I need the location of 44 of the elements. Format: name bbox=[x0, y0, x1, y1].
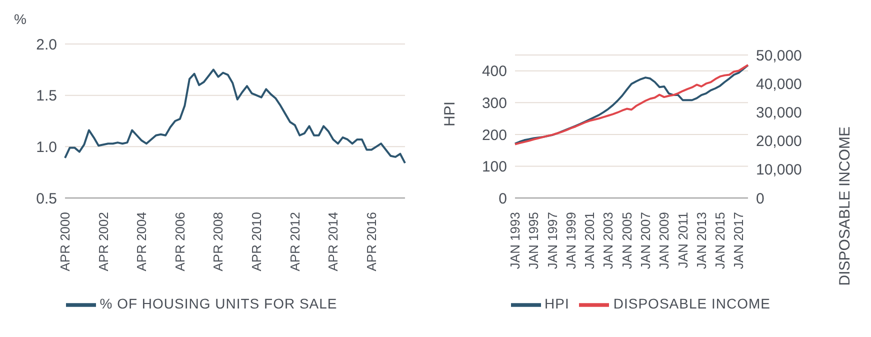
legend-label: DISPOSABLE INCOME bbox=[613, 296, 770, 312]
y-tick-label: 400 bbox=[482, 63, 507, 80]
y2-tick-label: 10,000 bbox=[756, 162, 802, 179]
y-tick-label: 1.0 bbox=[36, 138, 57, 156]
line-series bbox=[64, 68, 406, 164]
y-tick-label: 0 bbox=[498, 190, 507, 208]
x-tick-label: APR 2016 bbox=[364, 212, 379, 272]
y2-tick-label: 30,000 bbox=[756, 104, 802, 122]
x-tick-label: JAN 2011 bbox=[675, 212, 690, 268]
y-tick-label: 0.5 bbox=[36, 190, 57, 208]
y2-axis-title: DISPOSABLE INCOME bbox=[836, 126, 854, 286]
y2-tick-label: 20,000 bbox=[756, 133, 802, 150]
x-tick-label: JAN 2003 bbox=[600, 212, 616, 270]
y-axis-title: % bbox=[14, 10, 26, 27]
x-tick-label: APR 2014 bbox=[326, 212, 341, 272]
x-tick-label: APR 2010 bbox=[249, 212, 264, 272]
x-tick-label: JAN 2017 bbox=[731, 212, 746, 270]
x-tick-label: JAN 1995 bbox=[526, 212, 542, 270]
x-tick-label: JAN 2005 bbox=[619, 212, 634, 270]
y2-tick-label: 0 bbox=[756, 190, 764, 208]
x-tick-label: JAN 1999 bbox=[563, 212, 578, 270]
legend-label: HPI bbox=[544, 296, 570, 312]
x-tick-label: JAN 2013 bbox=[694, 212, 709, 270]
y2-tick-label: 50,000 bbox=[756, 47, 802, 64]
x-tick-label: APR 2008 bbox=[210, 212, 226, 272]
y-tick-label: 2.0 bbox=[36, 36, 57, 54]
x-tick-label: APR 2012 bbox=[287, 212, 302, 272]
x-tick-label: APR 2004 bbox=[134, 212, 150, 272]
x-tick-label: JAN 2001 bbox=[582, 212, 598, 270]
legend-label: % OF HOUSING UNITS FOR SALE bbox=[100, 296, 338, 312]
y-tick-label: 100 bbox=[482, 158, 507, 176]
x-tick-label: APR 2000 bbox=[58, 212, 72, 272]
y-tick-label: 1.5 bbox=[36, 88, 57, 105]
y-axis-title: HPI bbox=[441, 101, 458, 126]
y-tick-label: 200 bbox=[482, 126, 507, 144]
x-tick-label: JAN 2009 bbox=[656, 212, 672, 270]
x-tick-label: JAN 2007 bbox=[638, 212, 653, 270]
x-tick-label: APR 2006 bbox=[172, 212, 188, 272]
x-tick-label: JAN 1993 bbox=[508, 212, 522, 270]
x-tick-label: JAN 1997 bbox=[544, 212, 560, 270]
y-tick-label: 300 bbox=[482, 94, 507, 112]
y2-tick-label: 40,000 bbox=[756, 76, 802, 93]
x-tick-label: JAN 2015 bbox=[712, 212, 728, 270]
x-tick-label: APR 2002 bbox=[96, 212, 111, 272]
